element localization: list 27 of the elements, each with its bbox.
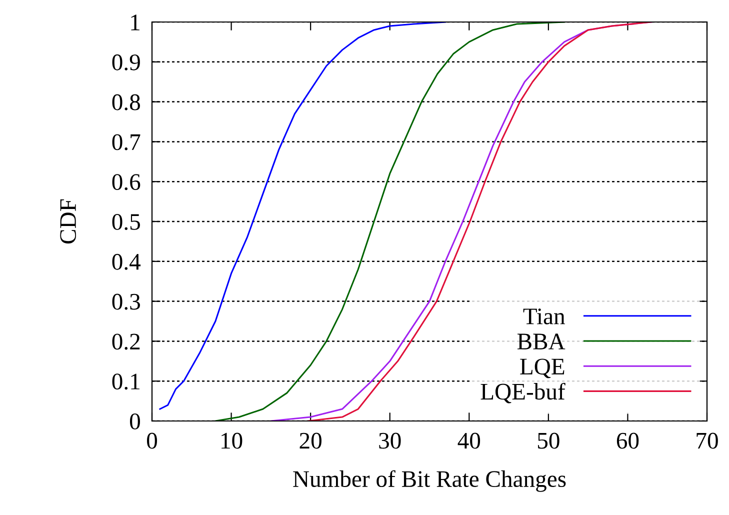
x-tick-label: 20 bbox=[300, 432, 322, 449]
y-tick-label: 0.7 bbox=[112, 134, 140, 150]
x-tick-label: 10 bbox=[222, 432, 242, 449]
y-tick-label: 1 bbox=[131, 14, 140, 30]
legend-label: BBA bbox=[517, 334, 566, 350]
x-axis-title: Number of Bit Rate Changes bbox=[293, 470, 566, 492]
legend-label: LQE bbox=[520, 358, 564, 378]
y-tick-label: 0.3 bbox=[112, 294, 140, 310]
y-tick-label: 0.9 bbox=[112, 54, 140, 70]
x-tick-label: 50 bbox=[538, 432, 560, 449]
x-tick-label: 40 bbox=[458, 432, 480, 449]
y-tick-label: 0.6 bbox=[112, 174, 140, 190]
y-tick-label: 0.1 bbox=[112, 374, 140, 390]
y-tick-label: 0 bbox=[130, 413, 140, 430]
y-tick-label: 0.8 bbox=[112, 94, 140, 110]
y-tick-label: 0.2 bbox=[112, 334, 140, 350]
legend-label: LQE-buf bbox=[480, 382, 566, 404]
y-tick-label: 0.4 bbox=[112, 254, 141, 270]
x-tick-label: 60 bbox=[616, 432, 639, 449]
y-axis-title: CDF bbox=[60, 199, 76, 244]
line-series bbox=[159, 22, 446, 410]
x-tick-label: 70 bbox=[696, 432, 718, 449]
line-series bbox=[214, 22, 566, 421]
y-tick-label: 0.5 bbox=[112, 214, 140, 230]
x-tick-label: 0 bbox=[146, 432, 158, 449]
x-tick-label: 30 bbox=[379, 432, 401, 449]
legend-label: Tian bbox=[523, 308, 565, 324]
